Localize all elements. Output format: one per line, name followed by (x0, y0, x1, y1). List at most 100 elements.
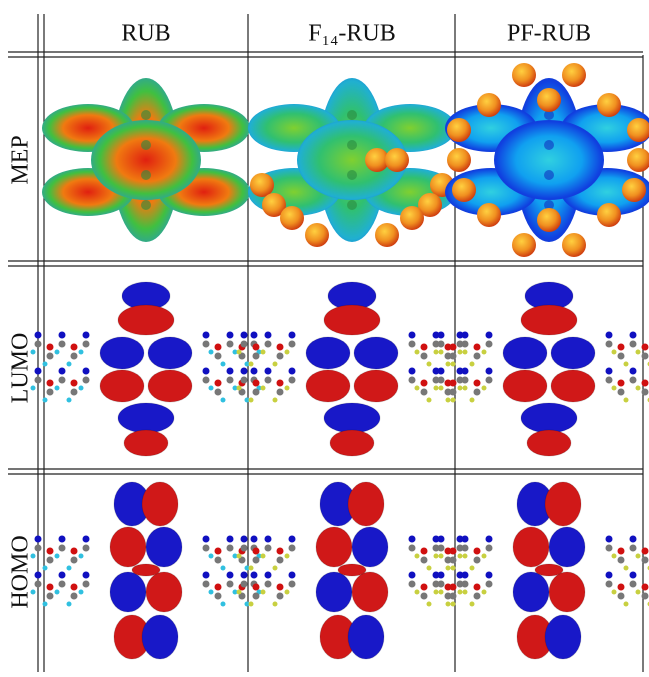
atom (630, 377, 637, 384)
atom (474, 389, 481, 396)
figure-table: RUB F₁₄-RUB PF-RUB MEP LUMO HOMO (0, 0, 649, 677)
atom (83, 341, 90, 348)
atom (83, 332, 90, 339)
atom (421, 344, 428, 351)
atom (215, 557, 222, 564)
orbital-lobe (535, 564, 563, 576)
atom (409, 332, 416, 339)
atom (474, 548, 481, 555)
atom (462, 536, 469, 543)
orbital-lobe (513, 572, 549, 612)
atom (636, 386, 641, 391)
atom (47, 593, 54, 600)
atom (265, 377, 272, 384)
atom (285, 590, 290, 595)
orbital-lobe (521, 403, 577, 433)
atom (630, 536, 637, 543)
ring-hole (544, 170, 554, 180)
orbital-lobe (338, 564, 366, 576)
lumo-orbital (434, 282, 649, 456)
atom (273, 566, 278, 571)
mep-surface (248, 78, 456, 247)
orbital-lobe (118, 403, 174, 433)
atom (434, 590, 439, 595)
fluorine-sphere (400, 206, 424, 230)
atom (215, 593, 222, 600)
atom (482, 350, 487, 355)
atom (59, 341, 66, 348)
atom (482, 386, 487, 391)
atom (450, 584, 457, 591)
ring-hole (141, 170, 151, 180)
mep-surface (42, 78, 250, 242)
atom (237, 350, 242, 355)
atom (265, 341, 272, 348)
atom (59, 572, 66, 579)
atom (221, 566, 226, 571)
fluorine-sphere (597, 203, 621, 227)
atom (289, 332, 296, 339)
orbital-lobe (503, 337, 547, 369)
orbital-lobe (348, 615, 384, 659)
atom (71, 353, 78, 360)
atom (67, 566, 72, 571)
atom (486, 341, 493, 348)
atom (47, 557, 54, 564)
atom (71, 593, 78, 600)
atom (209, 386, 214, 391)
fluorine-sphere (562, 233, 586, 257)
atom (642, 344, 649, 351)
atom (642, 380, 649, 387)
orbital-lobe (352, 572, 388, 612)
column-header: RUB (121, 21, 170, 47)
column-header: F₁₄-RUB (308, 21, 395, 47)
atom (277, 593, 284, 600)
atom (221, 362, 226, 367)
atom (261, 590, 266, 595)
ring-hole (347, 170, 357, 180)
atom (434, 350, 439, 355)
atom (31, 386, 36, 391)
atom (71, 389, 78, 396)
atom (241, 536, 248, 543)
atom (642, 548, 649, 555)
atom (289, 536, 296, 543)
atom (462, 341, 469, 348)
atom (486, 581, 493, 588)
atom (203, 341, 210, 348)
atom (618, 344, 625, 351)
atom (612, 554, 617, 559)
atom (79, 554, 84, 559)
atom (31, 554, 36, 559)
atom (277, 380, 284, 387)
atom (83, 572, 90, 579)
atom (642, 389, 649, 396)
atom (31, 590, 36, 595)
atom (35, 545, 42, 552)
atom (289, 545, 296, 552)
column-header: PF-RUB (507, 21, 591, 47)
atom (35, 377, 42, 384)
fluorine-sphere (512, 63, 536, 87)
atom (215, 353, 222, 360)
atom (273, 398, 278, 403)
atom (642, 353, 649, 360)
atom (261, 554, 266, 559)
page: {"table": {"columns": ["RUB", "F₁₄-RUB",… (0, 0, 649, 677)
atom (253, 344, 260, 351)
atom (636, 554, 641, 559)
atom (253, 389, 260, 396)
atom (253, 557, 260, 564)
atom (618, 353, 625, 360)
atom (618, 593, 625, 600)
atom (458, 554, 463, 559)
atom (47, 380, 54, 387)
atom (415, 350, 420, 355)
orbital-lobe (352, 527, 388, 567)
atom (285, 350, 290, 355)
atom (261, 386, 266, 391)
atom (71, 584, 78, 591)
atom (265, 581, 272, 588)
fluorine-sphere (627, 148, 649, 172)
atom (618, 389, 625, 396)
